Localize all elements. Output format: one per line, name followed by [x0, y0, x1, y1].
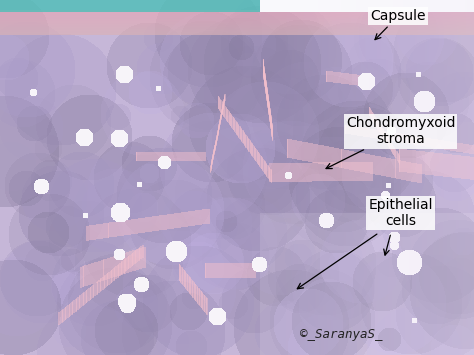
Text: Chondromyxoid
stroma: Chondromyxoid stroma: [326, 116, 456, 169]
Text: Epithelial
cells: Epithelial cells: [368, 198, 433, 228]
Text: ©_SaranyaS_: ©_SaranyaS_: [300, 328, 383, 341]
Text: Capsule: Capsule: [370, 9, 426, 40]
